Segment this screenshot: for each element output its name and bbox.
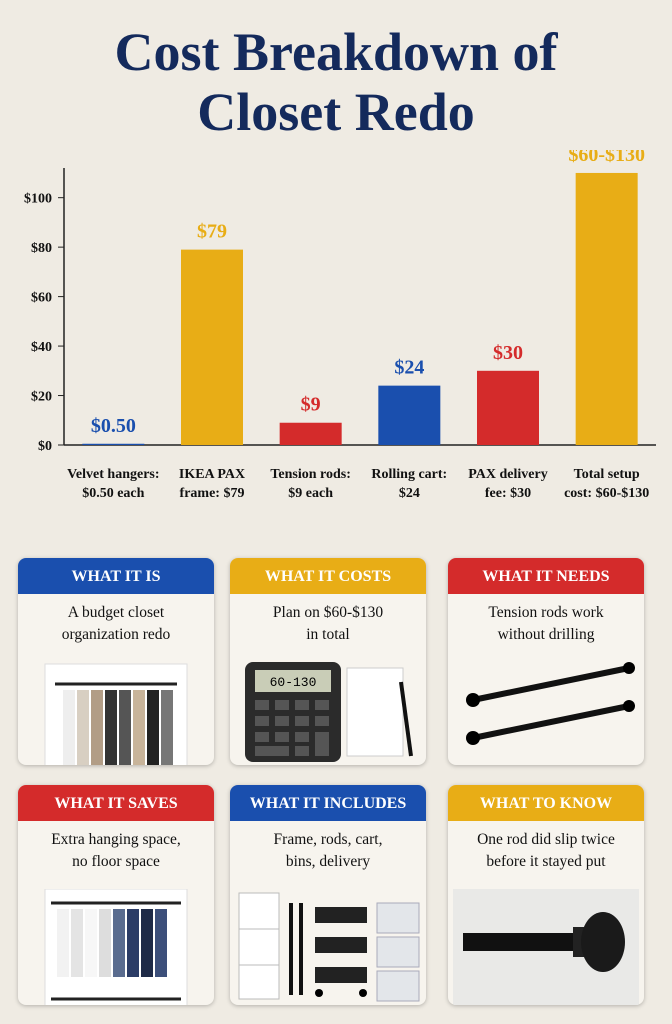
bar: [82, 443, 145, 445]
y-tick-label: $60: [31, 291, 52, 306]
card-text: One rod did slip twice: [477, 831, 615, 848]
card: WHAT IT INCLUDES Frame, rods, cart, bins,…: [230, 785, 426, 1005]
card: WHAT IT SAVES Extra hanging space, no flo…: [18, 785, 214, 1005]
y-tick-label: $20: [31, 390, 52, 405]
x-tick-label: Rolling cart: $24: [371, 467, 448, 501]
bar: [181, 249, 243, 445]
closet-image: [44, 889, 188, 1005]
card-text: before it stayed put: [486, 853, 606, 870]
includes-image: [238, 892, 420, 1002]
card-heading: WHAT IT IS: [18, 558, 214, 594]
calculator-display: 60-130: [270, 675, 317, 690]
calculator-image: 60-130: [245, 662, 413, 762]
card-heading: WHAT IT INCLUDES: [230, 785, 426, 821]
card: WHAT IT IS A budget closet organization r…: [18, 558, 214, 765]
card-text: Frame, rods, cart,: [273, 831, 383, 848]
value-label: $24: [394, 357, 424, 379]
card-text: organization redo: [61, 626, 171, 643]
card-text: Tension rods work: [488, 604, 604, 621]
x-tick-label: PAX delivery fee: $30: [468, 467, 548, 501]
bar: [378, 385, 441, 445]
value-label: $60-$130: [568, 150, 645, 166]
x-tick-label: Tension rods: $9 each: [270, 467, 351, 501]
card-heading: WHAT IT SAVES: [18, 785, 214, 821]
bar: [279, 422, 342, 445]
card-text: A budget closet: [67, 604, 165, 621]
value-label: $0.50: [91, 415, 136, 437]
card: WHAT IT COSTS Plan on $60-$130 in total 6…: [230, 558, 426, 765]
y-tick-label: $40: [31, 340, 52, 355]
x-tick-label: Total setup cost: $60-$130: [564, 467, 650, 501]
card-heading: WHAT IT NEEDS: [448, 558, 644, 594]
value-label: $9: [301, 394, 321, 416]
bar: [575, 172, 638, 446]
card-text: without drilling: [497, 626, 595, 643]
rod-closeup-image: [453, 889, 639, 1005]
value-label: $79: [197, 221, 227, 243]
bar: [477, 370, 539, 445]
card-text: Plan on $60-$130: [272, 604, 384, 621]
x-tick-label: IKEA PAX frame: $79: [178, 467, 246, 501]
card-text: no floor space: [72, 853, 160, 870]
y-tick-label: $80: [31, 241, 52, 256]
card-text: in total: [306, 626, 350, 643]
value-label: $30: [493, 342, 523, 364]
closet-image: [44, 663, 188, 765]
card-text: bins, delivery: [285, 853, 371, 870]
card-heading: WHAT IT COSTS: [230, 558, 426, 594]
card: WHAT IT NEEDS Tension rods work without d…: [448, 558, 644, 765]
x-tick-label: Velvet hangers: $0.50 each: [67, 467, 160, 501]
y-tick-label: $0: [38, 439, 52, 454]
card: WHAT TO KNOW One rod did slip twice befor…: [448, 785, 644, 1005]
card-text: Extra hanging space,: [51, 831, 181, 848]
rods-image: [466, 662, 635, 745]
title: Cost Breakdown of Closet Redo: [114, 22, 558, 142]
card-heading: WHAT TO KNOW: [448, 785, 644, 821]
y-tick-label: $100: [24, 192, 52, 207]
chart: $0 $20 $40 $60 $80 $100 $0.50 $79 $9 $24 $30 $60-$1…: [24, 150, 656, 454]
